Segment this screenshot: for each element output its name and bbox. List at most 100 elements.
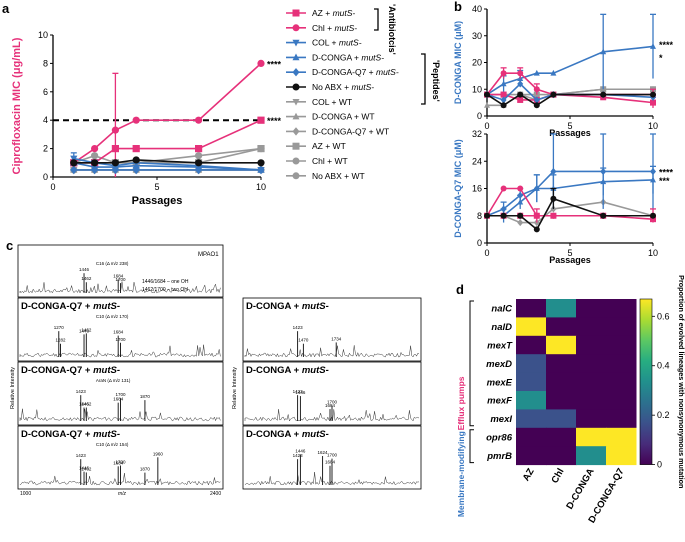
legend-label: D-CONGA + mutS- [312, 52, 384, 62]
peak-label: 1462 [81, 327, 92, 332]
x-tick-label: 1000 [20, 491, 31, 497]
data-point [517, 218, 524, 227]
legend-label: COL + WT [312, 97, 352, 107]
series-no-abx-muts- [484, 91, 656, 109]
legend-label: No ABX + WT [312, 171, 365, 181]
peak-label: 1684 [113, 460, 124, 465]
heatmap-col-label: Chl [549, 467, 566, 486]
peak-label: 1870 [140, 467, 151, 472]
x-axis-title: m/z [118, 491, 127, 497]
data-point [517, 198, 524, 205]
series-line [73, 162, 262, 171]
peak-label: 1446 [79, 466, 90, 471]
legend-label: No ABX + mutS- [312, 82, 374, 92]
heatmap-cell [546, 409, 577, 429]
x-tick-label: 2400 [210, 491, 221, 497]
series-d-conga-muts- [484, 13, 656, 97]
heatmap-cell [576, 372, 607, 392]
data-point [484, 102, 490, 108]
spectrum-title: D-CONGA + mutS- [246, 365, 329, 376]
peak-label: 1700 [327, 453, 338, 458]
peak-label: 1446 [79, 328, 90, 333]
heatmap-cell [606, 335, 637, 355]
heatmap-cell [516, 427, 547, 447]
peak-label: 1423 [76, 453, 87, 458]
y-tick-label: 20 [472, 58, 482, 68]
data-point [132, 165, 140, 175]
heatmap-row-label: mexT [487, 341, 513, 352]
legend-swatch-marker [292, 99, 300, 106]
data-point [600, 178, 607, 185]
heatmap-cell [576, 391, 607, 410]
spectrum-noise [19, 281, 221, 294]
spectrum-annotation: C10 (Δ m/z 154) [96, 442, 129, 447]
data-point [70, 165, 78, 175]
data-point [533, 212, 540, 219]
legend-label: D-CONGA + WT [312, 112, 375, 122]
spectrum-annotation: AraN (Δ m/z 131) [96, 378, 131, 383]
data-point [650, 43, 656, 49]
significance-marker: * [659, 53, 663, 63]
y-tick-label: 10 [472, 84, 482, 94]
bracket-label-antibiotics: 'Antibiotcis' [387, 4, 397, 55]
heatmap-cell [576, 427, 607, 447]
x-axis-title: Passages [549, 255, 591, 265]
legend-entry: AZ + mutS- [286, 8, 355, 18]
legend-entry: D-CONGA-Q7 + mutS- [286, 67, 399, 77]
data-point [517, 185, 524, 192]
data-point [650, 212, 656, 219]
heatmap-cell [546, 391, 577, 410]
group-label-membrane: Membrane-modifying [456, 431, 466, 517]
y-tick-label: 2 [43, 144, 48, 154]
x-tick-label: 10 [648, 121, 658, 131]
peak-label: 1684 [113, 273, 124, 278]
data-point [517, 91, 524, 98]
x-tick-label: 5 [567, 121, 572, 131]
legend-entry: No ABX + WT [286, 171, 365, 181]
panel-letter-a: a [2, 1, 10, 16]
data-point [533, 226, 540, 233]
data-point [500, 185, 507, 192]
spectrum-note: 1462/1700 – two OH [142, 287, 188, 293]
heatmap-cell [606, 446, 637, 466]
spectrum-title: MPAO1 [198, 252, 219, 258]
data-point [257, 165, 265, 175]
y-tick-label: 30 [472, 31, 482, 41]
y-tick-label: 8 [477, 211, 482, 221]
spectrum-title: D-CONGA-Q7 + mutS- [21, 429, 120, 440]
chart-panel-a: 0 2 4 6 8 10 0 5 10 Passages Ciprofloxacin MIC (μg… [11, 30, 282, 207]
x-axis-title: Passages [132, 195, 183, 207]
peak-label: 1700 [327, 399, 338, 404]
legend-label: D-CONGA-Q7 + WT [312, 126, 389, 136]
heatmap-row-label: mexI [490, 414, 512, 425]
significance-marker: **** [659, 167, 674, 177]
legend-swatch-marker [292, 172, 300, 180]
significance-marker: **** [659, 40, 674, 50]
data-point [500, 80, 507, 87]
heatmap-cell [576, 299, 607, 318]
spectrum-noise [19, 408, 221, 422]
spectrum-noise [244, 345, 420, 358]
data-point [91, 159, 99, 167]
significance-marker: **** [267, 59, 282, 69]
y-tick-label: 8 [43, 58, 48, 68]
heatmap-cell [576, 335, 607, 355]
legend-entry: D-CONGA-Q7 + WT [286, 126, 389, 136]
colorbar-tick-label: 0.2 [657, 410, 670, 420]
heatmap-cell [516, 409, 547, 429]
peak-label: 1270 [54, 325, 65, 330]
legend-label: AZ + mutS- [312, 8, 355, 18]
y-tick-label: 40 [472, 4, 482, 14]
panel-letter-c: c [6, 238, 13, 253]
y-tick-label: 16 [472, 184, 482, 194]
colorbar-tick-label: 0.4 [657, 361, 670, 371]
peak-label: 1700 [115, 277, 126, 282]
data-point [257, 116, 265, 124]
y-tick-label: 0 [477, 111, 482, 121]
spectrum-title: D-CONGA + mutS- [246, 429, 329, 440]
group-label-efflux: Efflux pumps [456, 376, 466, 430]
legend-panel-a: AZ + mutS- Chl + mutS- COL + mutS- D-CONGA … [286, 8, 426, 181]
heatmap-cell [516, 446, 547, 466]
heatmap-cell [516, 317, 547, 337]
